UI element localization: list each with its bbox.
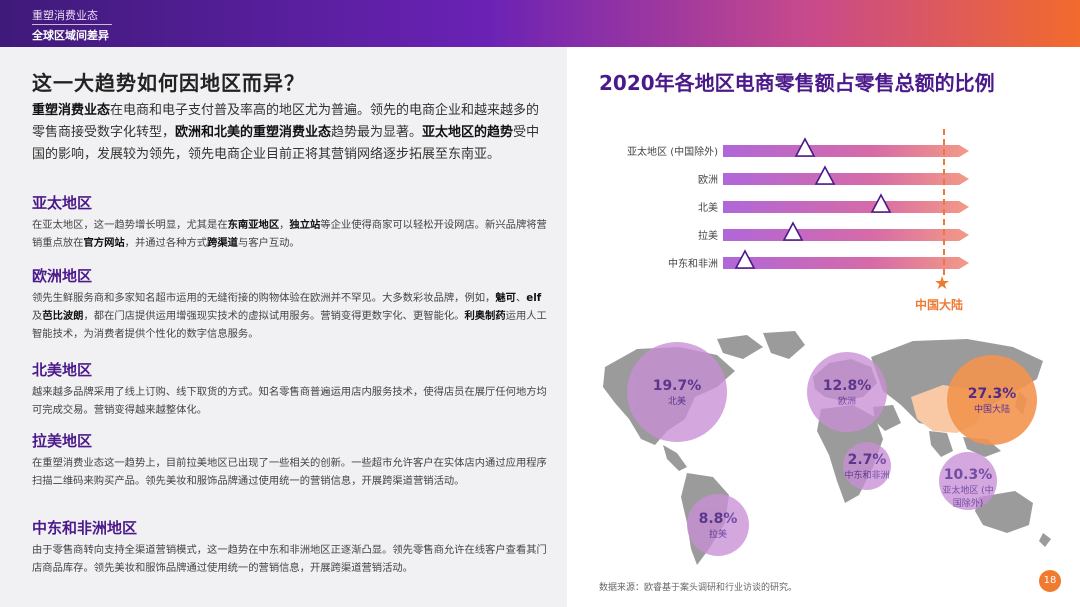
bar-arrow [723,257,969,269]
value-marker-triangle [783,221,804,241]
region-body-segment: 、 [515,292,527,304]
header-bar: 重塑消费业态 全球区域间差异 [0,0,1080,47]
region-body-segment: 芭比波朗 [42,310,84,322]
bar-row: 亚太地区 (中国除外) [567,137,1080,161]
region-heading: 中东和非洲地区 [32,519,138,537]
bubble-region-label: 北美 [667,397,686,407]
region-body-segment: ，并通过各种方式 [124,237,208,249]
region-body-segment: 运用人工智能技术，为消费者提供个性化的数字信息服务。 [32,310,547,340]
china-reference-line [943,129,945,275]
map-bubble: 12.8% 欧洲 [807,352,887,432]
region-body-segment: ， [279,219,290,231]
bubble-percent-label: 27.3% [967,386,1017,402]
intro-segment: 受中国的影响，发展较为领先，领先电商企业目前正将其营销网络逐步拓展至东南亚。 [32,125,540,162]
bar-arrow [723,173,969,185]
bar-category-label: 拉美 [698,231,718,242]
value-marker-triangle [795,137,816,157]
left-panel: 这一大趋势如何因地区而异？ 重塑消费业态在电商和电子支付普及率高的地区尤为普遍。… [0,47,567,607]
right-panel: 2020年各地区电商零售额占零售总额的比例 亚太地区 (中国除外) 欧洲 北美 拉美中… [567,47,1080,607]
bubble-percent-label: 10.3% [943,467,993,483]
region-body: 在亚太地区，这一趋势增长明显，尤其是在东南亚地区，独立站等企业使得商家可以轻松开… [32,216,550,252]
region-body-segment: 利奥制药 [464,310,506,322]
page-title: 这一大趋势如何因地区而异？ [32,71,305,95]
region-body-segment: 独立站 [289,219,321,231]
region-heading: 拉美地区 [32,432,93,450]
bar-arrow [723,145,969,157]
intro-segment: 在电商和电子支付普及率高的地区尤为普遍。领先的电商企业和越来越多的零售商接受数字… [32,103,540,140]
header-section-label: 重塑消费业态 [32,9,98,22]
chart-title: 2020年各地区电商零售额占零售总额的比例 [599,71,995,95]
intro-segment: 重塑消费业态 [32,103,111,118]
bar-row: 中东和非洲 [567,249,1080,273]
bubble-region-label: 亚太地区 (中国除外) [942,486,994,509]
region-body-segment: 在重塑消费业态这一趋势上，目前拉美地区已出现了一些相关的创新。一些超市允许客户在… [32,457,547,487]
bubble-percent-label: 12.8% [822,378,872,394]
intro-segment: 趋势最为显著。 [331,125,423,140]
bar-arrow [723,229,969,241]
bubble-region-label: 中国大陆 [973,405,1010,415]
page-number: 18 [1039,570,1061,592]
region-body-segment: elf [526,292,542,304]
region-heading: 北美地区 [32,361,93,379]
bubble-percent-label: 2.7% [847,452,887,468]
map-bubble: 8.8% 拉美 [687,494,749,556]
region-body: 领先生鲜服务商和多家知名超市运用的无缝衔接的购物体验在欧洲并不罕见。大多数彩妆品… [32,289,550,343]
region-body-segment: 越来越多品牌采用了线上订购、线下取货的方式。知名零售商普遍运用店内服务技术，使得… [32,386,547,416]
bubble-percent-label: 8.8% [698,511,738,527]
region-body-segment: 跨渠道 [207,237,238,249]
bar-category-label: 北美 [698,203,718,214]
source-note: 数据来源：欧睿基于案头调研和行业访谈的研究。 [599,583,798,593]
header-subtitle: 全球区域间差异 [32,29,109,42]
intro-paragraph: 重塑消费业态在电商和电子支付普及率高的地区尤为普遍。领先的电商企业和越来越多的零… [32,100,550,166]
bubble-percent-label: 19.7% [652,378,702,394]
intro-segment: 欧洲和北美的重塑消费业态 [175,125,332,140]
value-marker-triangle [870,193,891,213]
bar-row: 拉美 [567,221,1080,245]
bubble-region-label: 拉美 [708,530,727,540]
region-heading: 亚太地区 [32,194,93,212]
region-body: 越来越多品牌采用了线上订购、线下取货的方式。知名零售商普遍运用店内服务技术，使得… [32,383,550,419]
header-divider [32,24,112,25]
region-body-segment: 由于零售商转向支持全渠道营销模式，这一趋势在中东和非洲地区正逐渐凸显。领先零售商… [32,544,547,574]
intro-segment: 亚太地区的趋势 [422,125,514,140]
bar-category-label: 欧洲 [698,175,718,186]
region-body: 由于零售商转向支持全渠道营销模式，这一趋势在中东和非洲地区正逐渐凸显。领先零售商… [32,541,550,577]
region-section: 北美地区越来越多品牌采用了线上订购、线下取货的方式。知名零售商普遍运用店内服务技… [32,359,550,419]
bar-category-label: 中东和非洲 [668,259,718,270]
region-section: 欧洲地区领先生鲜服务商和多家知名超市运用的无缝衔接的购物体验在欧洲并不罕见。大多… [32,265,550,343]
region-body-segment: 领先生鲜服务商和多家知名超市运用的无缝衔接的购物体验在欧洲并不罕见。大多数彩妆品… [32,292,496,304]
region-body-segment: 东南亚地区 [227,219,280,231]
region-body-segment: 官方网站 [83,237,125,249]
region-body-segment: 及 [32,310,43,322]
region-section: 中东和非洲地区由于零售商转向支持全渠道营销模式，这一趋势在中东和非洲地区正逐渐凸… [32,517,550,577]
region-section: 亚太地区在亚太地区，这一趋势增长明显，尤其是在东南亚地区，独立站等企业使得商家可… [32,192,550,252]
region-section: 拉美地区在重塑消费业态这一趋势上，目前拉美地区已出现了一些相关的创新。一些超市允… [32,430,550,490]
star-icon: ★ [934,273,951,294]
region-body-segment: 在亚太地区，这一趋势增长明显，尤其是在 [32,219,228,231]
bar-category-label: 亚太地区 (中国除外) [627,147,718,158]
region-body-segment: 与客户互动。 [237,237,300,249]
map-bubble: 2.7% 中东和非洲 [843,442,891,490]
bar-row: 欧洲 [567,165,1080,189]
region-body: 在重塑消费业态这一趋势上，目前拉美地区已出现了一些相关的创新。一些超市允许客户在… [32,454,550,490]
bubble-region-label: 欧洲 [837,397,856,407]
region-body-segment: ，都在门店提供运用增强现实技术的虚拟试用服务。营销变得更数字化、更智能化。 [83,310,465,322]
bar-arrow [723,201,969,213]
map-bubble: 27.3% 中国大陆 [947,355,1037,445]
value-marker-triangle [815,165,836,185]
region-body-segment: 等企业使得商家可以轻松开设网店。新兴品牌将营销重点放在 [32,219,547,249]
value-marker-triangle [734,249,755,269]
map-bubble: 10.3% 亚太地区 (中国除外) [939,452,997,510]
region-body-segment: 魅可 [495,292,516,304]
region-heading: 欧洲地区 [32,267,93,285]
bar-row: 北美 [567,193,1080,217]
china-reference-label: 中国大陆 [915,298,964,312]
map-bubble: 19.7% 北美 [627,342,727,442]
bubble-region-label: 中东和非洲 [844,471,890,481]
